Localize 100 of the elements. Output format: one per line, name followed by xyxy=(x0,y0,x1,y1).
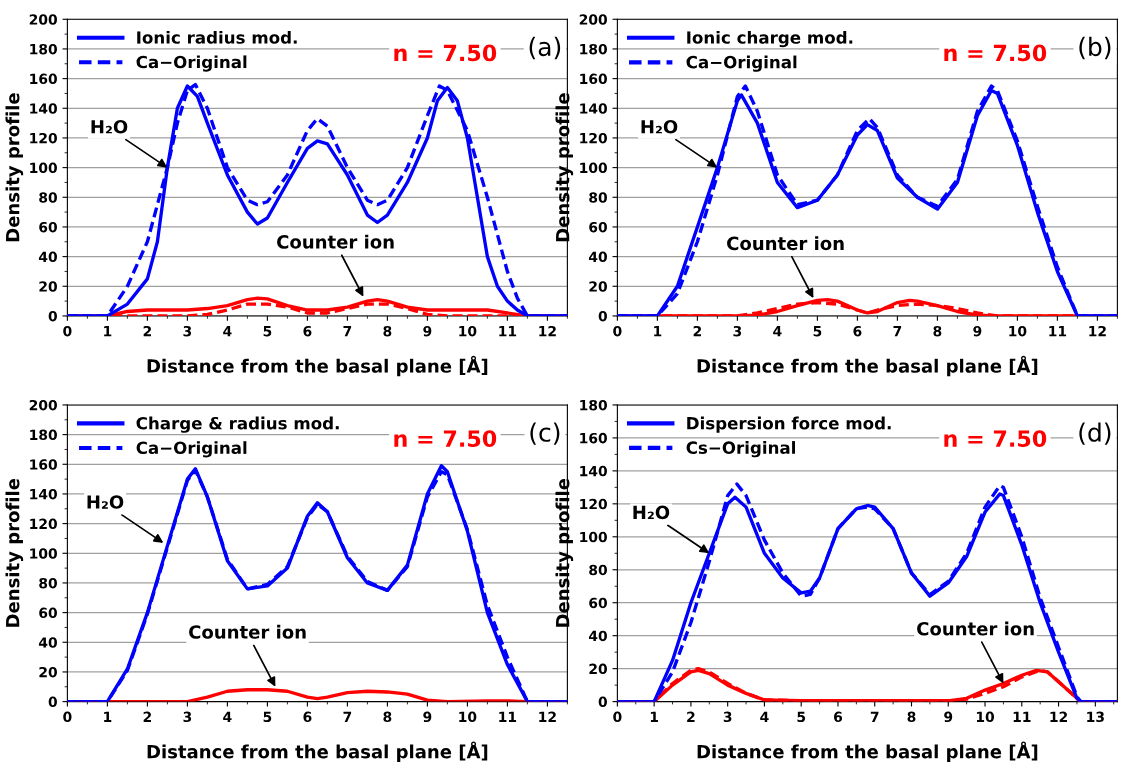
annotation: (a) xyxy=(529,36,561,60)
annotation: H₂O xyxy=(633,505,670,520)
y-tick-label: 200 xyxy=(579,14,607,25)
y-axis-title: Density profile xyxy=(555,478,574,627)
y-tick-label: 180 xyxy=(580,399,607,411)
y-tick-label: 20 xyxy=(39,281,57,292)
y-tick-label: 40 xyxy=(588,251,607,263)
y-tick-label: 20 xyxy=(39,666,57,678)
x-tick-label: 3 xyxy=(733,325,742,337)
annotation: H₂O xyxy=(91,119,128,134)
y-tick-label: 20 xyxy=(589,663,607,675)
x-axis-title: Distance from the basal plane [Å] xyxy=(147,741,488,762)
x-tick-label: 8 xyxy=(907,711,916,723)
annotation: n = 7.50 xyxy=(394,430,497,447)
legend-label: Ca−Original xyxy=(686,55,797,72)
y-tick-label: 0 xyxy=(598,310,607,322)
x-tick-label: 5 xyxy=(813,326,822,337)
x-tick-label: 8 xyxy=(383,325,392,337)
x-tick-label: 9 xyxy=(973,325,982,337)
y-tick-label: 180 xyxy=(30,429,57,441)
x-tick-label: 10 xyxy=(459,325,477,337)
y-tick-label: 0 xyxy=(48,310,57,322)
x-tick-label: 11 xyxy=(499,711,517,722)
annotation: (b) xyxy=(1079,36,1111,60)
x-tick-label: 5 xyxy=(263,711,272,723)
x-tick-label: 11 xyxy=(1049,326,1067,337)
y-axis-title: Density profile xyxy=(5,93,24,242)
y-tick-label: 40 xyxy=(38,637,57,648)
y-tick-label: 200 xyxy=(29,14,57,25)
x-axis-title: Distance from the basal plane [Å] xyxy=(147,355,488,377)
y-tick-label: 60 xyxy=(39,221,57,233)
x-tick-label: 11 xyxy=(1013,711,1031,722)
x-tick-label: 3 xyxy=(723,711,732,723)
y-tick-label: 200 xyxy=(29,399,57,411)
y-tick-label: 80 xyxy=(39,192,57,203)
x-tick-label: 0 xyxy=(63,711,72,723)
annotation: H₂O xyxy=(641,119,678,134)
x-tick-label: 5 xyxy=(797,711,806,723)
y-axis-title: Density profile xyxy=(5,478,24,627)
annotation: Counter ion xyxy=(277,234,394,249)
x-tick-label: 6 xyxy=(834,711,843,723)
y-tick-label: 100 xyxy=(30,548,57,559)
x-tick-label: 9 xyxy=(423,711,432,723)
x-tick-label: 6 xyxy=(303,711,312,723)
y-tick-label: 160 xyxy=(30,73,57,85)
annotation: (d) xyxy=(1079,422,1111,445)
x-tick-label: 2 xyxy=(143,711,152,722)
y-tick-label: 100 xyxy=(580,162,607,174)
x-tick-label: 5 xyxy=(263,326,272,337)
legend-label: Dispersion force mod. xyxy=(687,416,891,433)
legend-label: Ionic radius mod. xyxy=(137,30,297,44)
x-tick-label: 7 xyxy=(343,326,352,337)
y-tick-label: 140 xyxy=(580,465,607,477)
x-tick-label: 0 xyxy=(613,711,622,723)
y-tick-label: 20 xyxy=(589,281,607,292)
x-tick-label: 3 xyxy=(183,711,192,723)
x-tick-label: 4 xyxy=(760,711,769,722)
y-tick-label: 140 xyxy=(30,103,57,114)
y-tick-label: 120 xyxy=(580,498,607,510)
x-tick-label: 10 xyxy=(976,711,995,723)
annotation: n = 7.50 xyxy=(394,44,497,62)
y-tick-label: 60 xyxy=(589,221,607,233)
x-tick-label: 2 xyxy=(143,325,152,337)
y-tick-label: 180 xyxy=(30,43,57,55)
y-tick-label: 100 xyxy=(30,162,57,174)
x-tick-label: 8 xyxy=(383,711,392,723)
y-tick-label: 160 xyxy=(580,432,607,444)
y-tick-label: 0 xyxy=(48,696,57,708)
y-axis-title: Density profile xyxy=(555,93,574,242)
y-tick-label: 160 xyxy=(580,73,607,85)
x-tick-label: 1 xyxy=(104,711,112,722)
y-tick-label: 120 xyxy=(30,518,57,530)
legend-label: Cs−Original xyxy=(686,441,795,458)
y-tick-label: 40 xyxy=(588,630,607,642)
x-axis-title: Distance from the basal plane [Å] xyxy=(697,741,1038,762)
y-tick-label: 140 xyxy=(30,488,57,500)
x-tick-label: 9 xyxy=(423,325,432,337)
x-tick-label: 1 xyxy=(650,711,659,722)
x-tick-label: 4 xyxy=(223,711,232,722)
legend-label: Ca−Original xyxy=(136,441,247,458)
x-tick-label: 7 xyxy=(893,326,902,337)
y-tick-label: 0 xyxy=(598,696,607,708)
y-tick-label: 80 xyxy=(39,577,57,589)
x-tick-label: 2 xyxy=(693,325,702,337)
x-tick-label: 11 xyxy=(499,326,517,337)
y-tick-label: 80 xyxy=(589,564,607,576)
annotation: Counter ion xyxy=(917,621,1034,636)
y-tick-label: 180 xyxy=(580,43,607,55)
x-tick-label: 9 xyxy=(944,711,953,723)
x-tick-label: 1 xyxy=(654,326,662,337)
x-tick-label: 7 xyxy=(870,711,879,722)
y-tick-label: 120 xyxy=(580,132,607,144)
y-tick-label: 100 xyxy=(580,531,607,543)
annotation: (c) xyxy=(530,422,560,445)
y-tick-label: 160 xyxy=(30,459,57,470)
annotation: H₂O xyxy=(87,495,124,509)
y-tick-label: 60 xyxy=(589,597,607,609)
x-tick-label: 7 xyxy=(343,711,352,722)
x-axis-title: Distance from the basal plane [Å] xyxy=(697,355,1038,377)
annotation: n = 7.50 xyxy=(944,44,1047,62)
